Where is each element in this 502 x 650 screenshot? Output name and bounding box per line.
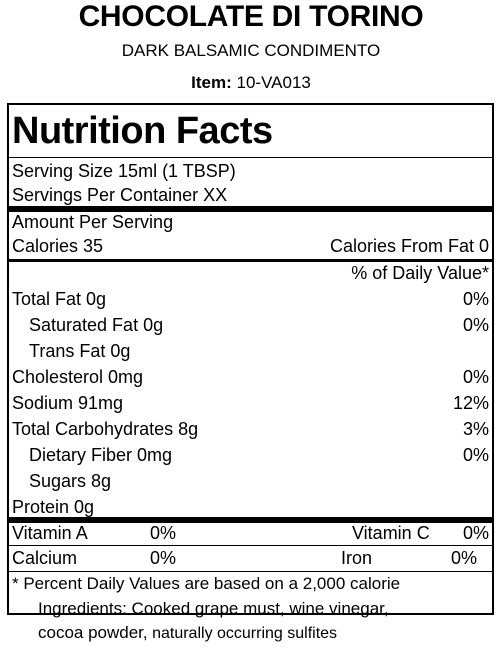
nutrient-label: Trans Fat 0g (29, 341, 131, 361)
nutrient-daily-value: 0% (462, 315, 489, 335)
item-number: 10-VA013 (236, 73, 311, 92)
nutrient-label: Cholesterol 0mg (12, 367, 144, 387)
nutrient-label: Saturated Fat 0g (29, 315, 164, 335)
calcium-value: 0% (150, 548, 177, 568)
nutrient-daily-value: 0% (462, 445, 489, 465)
nutrient-row: Cholesterol 0mg 0% (12, 365, 489, 389)
nutrient-label: Sugars 8g (29, 471, 112, 491)
nutrient-daily-value: 3% (462, 419, 489, 439)
thick-divider (9, 517, 492, 523)
iron-label: Iron (341, 548, 373, 568)
nutrient-row: Trans Fat 0g (12, 339, 489, 363)
thick-divider (9, 206, 492, 212)
calcium-label: Calcium (12, 548, 78, 568)
nutrient-label: Protein 0g (12, 497, 95, 517)
nutrition-facts-heading: Nutrition Facts (12, 110, 273, 152)
servings-per-container-text: Servings Per Container XX (12, 185, 228, 205)
divider (9, 157, 492, 158)
calories-text: Calories 35 (12, 236, 104, 256)
nutrient-label: Dietary Fiber 0mg (29, 445, 173, 465)
daily-value-header-text: % of Daily Value* (351, 263, 489, 283)
serving-size-text: Serving Size 15ml (1 TBSP) (12, 161, 236, 181)
amount-per-serving-text: Amount Per Serving (12, 212, 174, 232)
ingredients: Ingredients: Cooked grape must, wine vin… (38, 597, 500, 646)
ingredients-line-1: Ingredients: Cooked grape must, wine vin… (38, 599, 389, 618)
nutrient-label: Total Carbohydrates 8g (12, 419, 199, 439)
medium-divider (9, 259, 492, 262)
nutrient-row: Saturated Fat 0g 0% (12, 313, 489, 337)
nutrient-row: Dietary Fiber 0mg 0% (12, 443, 489, 467)
vitamin-c-label: Vitamin C (352, 523, 430, 543)
daily-value-header: % of Daily Value* (12, 261, 489, 285)
nutrient-row: Sugars 8g (12, 469, 489, 493)
nutrient-row: Protein 0g (12, 495, 489, 519)
iron-value: 0% (451, 548, 478, 568)
nutrition-facts-panel: Nutrition Facts Serving Size 15ml (1 TBS… (7, 103, 494, 615)
serving-size: Serving Size 15ml (1 TBSP) (12, 159, 489, 183)
ingredients-line-2-text: cocoa powder, (38, 623, 148, 642)
item-label: Item: (191, 73, 232, 92)
footnote-text: * Percent Daily Values are based on a 2,… (12, 574, 401, 593)
mineral-row: Calcium 0% Iron 0% (12, 546, 489, 570)
nutrient-label: Sodium 91mg (12, 393, 124, 413)
nutrient-daily-value: 0% (462, 289, 489, 309)
nutrient-row: Total Fat 0g 0% (12, 287, 489, 311)
vitamin-c-value: 0% (462, 523, 489, 543)
item-number-line: Item: 10-VA013 (0, 72, 502, 94)
footnote: * Percent Daily Values are based on a 2,… (12, 572, 489, 596)
nutrient-label: Total Fat 0g (12, 289, 107, 309)
vitamin-row: Vitamin A 0% Vitamin C 0% (12, 521, 489, 545)
servings-per-container: Servings Per Container XX (12, 183, 489, 207)
ingredients-sulfites: naturally occurring sulfites (147, 625, 338, 642)
divider (9, 571, 492, 572)
nutrient-daily-value: 12% (452, 393, 489, 413)
divider (9, 545, 492, 546)
vitamin-a-value: 0% (150, 523, 177, 543)
calories-from-fat-text: Calories From Fat 0 (329, 236, 489, 256)
calories-row: Calories 35 Calories From Fat 0 (12, 234, 489, 258)
nutrient-row: Total Carbohydrates 8g 3% (12, 417, 489, 441)
nutrient-row: Sodium 91mg 12% (12, 391, 489, 415)
product-name: CHOCOLATE DI TORINO (78, 0, 424, 33)
vitamin-a-label: Vitamin A (12, 523, 88, 543)
nutrient-daily-value: 0% (462, 367, 489, 387)
amount-per-serving: Amount Per Serving (12, 210, 489, 234)
product-subtitle: DARK BALSAMIC CONDIMENTO (121, 41, 381, 60)
ingredients-line-2: cocoa powder, naturally occurring sulfit… (38, 621, 500, 646)
